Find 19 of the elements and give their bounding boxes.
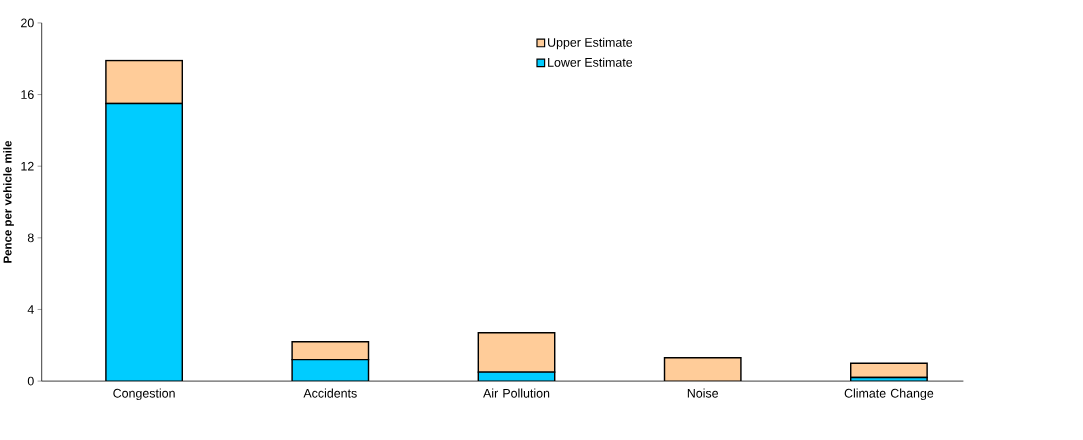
bar: [477, 331, 556, 373]
bar: [105, 59, 184, 105]
x-tick-label: Congestion: [113, 388, 175, 400]
y-tick-label: 4: [27, 305, 34, 314]
y-axis-title: Pence per vehicle mile: [3, 140, 14, 263]
x-tick-label: Accidents: [303, 388, 357, 398]
y-tick-label: 20: [21, 18, 34, 28]
y-tick-label: 12: [21, 161, 34, 171]
y-tick-label: 8: [27, 233, 34, 243]
y-tick-label: 16: [21, 90, 34, 99]
x-tick-label: Climate Change: [844, 388, 934, 400]
legend-label: Upper Estimate: [548, 37, 633, 50]
bar: [105, 102, 184, 381]
x-tick-label: Air Pollution: [483, 388, 550, 398]
bar: [291, 340, 370, 361]
legend-label: Lower Estimate: [548, 57, 633, 67]
bar: [291, 358, 370, 381]
x-tick-label: Noise: [687, 388, 719, 398]
y-tick-label: 0: [27, 376, 34, 386]
